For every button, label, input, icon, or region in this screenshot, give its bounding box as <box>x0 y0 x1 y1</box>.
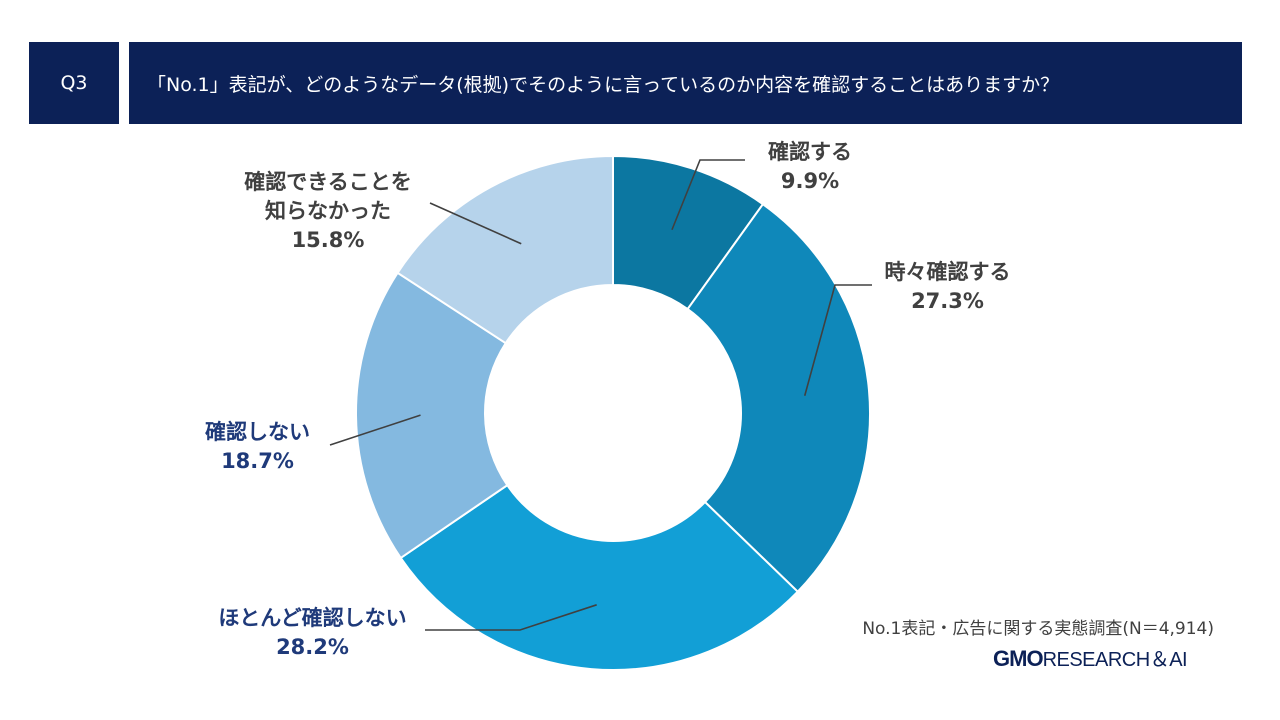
value-label: 27.3% <box>911 289 984 313</box>
logo-research-ai: RESEARCH＆AI <box>1042 649 1188 671</box>
source-note: No.1表記・広告に関する実態調査(N＝4,914) <box>862 619 1214 639</box>
company-logo: GMORESEARCH＆AI <box>993 643 1188 672</box>
leader-line-kakunin-suru <box>671 159 745 231</box>
leader-line-tokidoki <box>803 284 872 396</box>
value-label: 9.9% <box>780 169 840 193</box>
category-label: 時々確認する <box>884 260 1011 284</box>
donut-slice-tokidoki <box>686 202 871 594</box>
category-label: ほとんど確認しない <box>218 606 407 630</box>
value-label: 28.2% <box>276 635 349 659</box>
label-hotondo: ほとんど確認しない 28.2% <box>190 604 435 662</box>
question-number: Q3 <box>60 72 88 94</box>
leader-line-hotondo <box>425 604 597 631</box>
logo-gmo: GMO <box>993 646 1044 671</box>
category-label-line2: 知らなかった <box>265 199 391 223</box>
value-label: 15.8% <box>291 228 365 252</box>
donut-slice-shiranakatta <box>396 154 614 345</box>
donut-slice-kakunin-shinai <box>355 271 509 560</box>
label-shiranakatta: 確認できることを 知らなかった 15.8% <box>218 168 438 255</box>
donut-slice-hotondo <box>399 483 800 671</box>
question-text: 「No.1」表記が、どのようなデータ(根拠)でそのように言っているのか内容を確認… <box>147 73 1060 96</box>
category-label: 確認する <box>768 140 852 164</box>
label-kakunin-suru: 確認する 9.9% <box>730 138 890 196</box>
label-kakunin-shinai: 確認しない 18.7% <box>180 418 335 476</box>
label-tokidoki: 時々確認する 27.3% <box>855 258 1040 316</box>
value-label: 18.7% <box>221 449 294 473</box>
category-label-line1: 確認できることを <box>244 170 412 194</box>
category-label: 確認しない <box>205 420 310 444</box>
leader-line-shiranakatta <box>429 202 522 245</box>
leader-line-kakunin-shinai <box>329 414 421 446</box>
question-tag: Q3 <box>29 42 119 124</box>
question-title-bar: 「No.1」表記が、どのようなデータ(根拠)でそのように言っているのか内容を確認… <box>129 42 1242 124</box>
